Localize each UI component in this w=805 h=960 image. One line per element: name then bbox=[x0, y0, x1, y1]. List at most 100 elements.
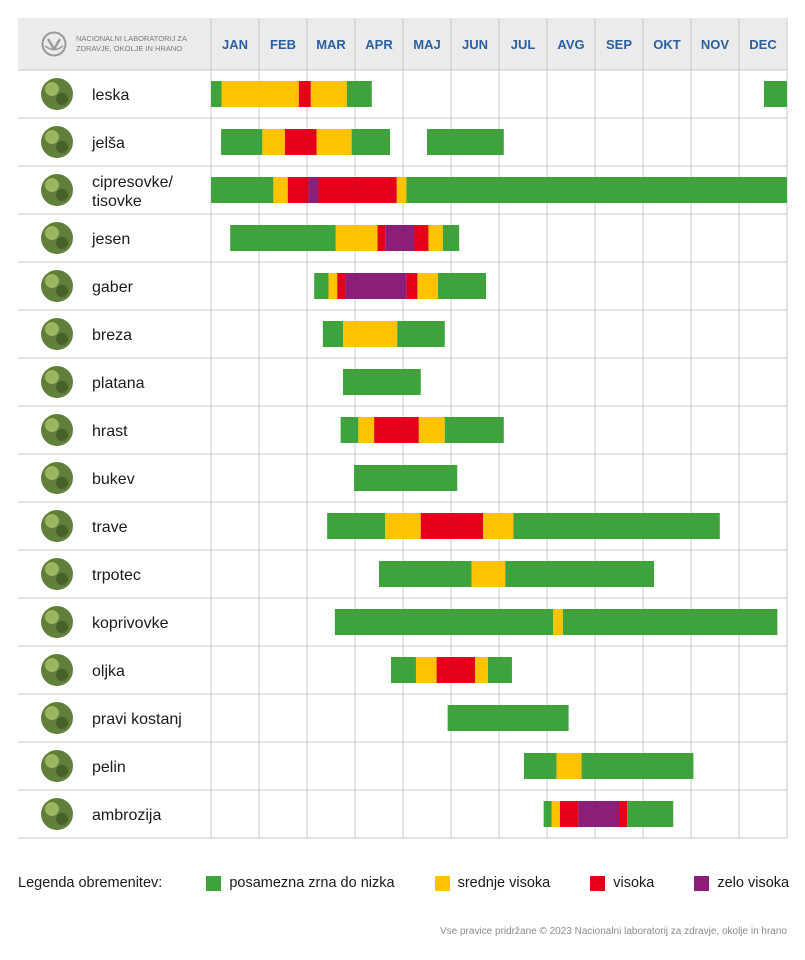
plant-label: hrast bbox=[92, 423, 128, 440]
bar-segment-medium bbox=[358, 417, 375, 443]
bar-segment-medium bbox=[385, 513, 421, 539]
photo-circle bbox=[41, 366, 73, 398]
bar-segment-low bbox=[346, 81, 372, 107]
photo-circle bbox=[41, 654, 73, 686]
bar-segment-medium bbox=[551, 801, 560, 827]
legend-swatch-low bbox=[206, 875, 222, 891]
bar-segment-medium bbox=[316, 129, 352, 155]
month-label-apr: APR bbox=[365, 37, 393, 52]
photo-highlight bbox=[45, 802, 59, 816]
chestnut-photo-icon bbox=[41, 702, 73, 734]
plant-row: trpotec bbox=[41, 558, 655, 590]
bar-segment-low bbox=[562, 609, 778, 635]
bar-segment-medium bbox=[483, 513, 514, 539]
photo-shadow bbox=[56, 381, 68, 393]
plant-label: jelša bbox=[91, 135, 125, 152]
plane-tree-photo-icon bbox=[41, 366, 73, 398]
bar-segment-high bbox=[436, 657, 475, 683]
plant-row: cipresovke/tisovke bbox=[41, 174, 787, 210]
month-label-avg: AVG bbox=[557, 37, 584, 52]
photo-shadow bbox=[56, 477, 68, 489]
bar-segment-very-high bbox=[578, 801, 619, 827]
photo-circle bbox=[41, 270, 73, 302]
bar-segment-low bbox=[354, 465, 458, 491]
bar-segment-low bbox=[763, 81, 787, 107]
photo-highlight bbox=[45, 706, 59, 720]
month-label-okt: OKT bbox=[653, 37, 681, 52]
plant-label: trave bbox=[92, 519, 128, 536]
bar-segment-low bbox=[447, 705, 569, 731]
photo-circle bbox=[41, 414, 73, 446]
bar-segment-medium bbox=[553, 609, 563, 635]
plant-label: breza bbox=[92, 327, 132, 344]
bar-segment-low bbox=[327, 513, 386, 539]
plant-row: ambrozija bbox=[41, 798, 674, 830]
bar-segment-low bbox=[406, 177, 787, 203]
photo-highlight bbox=[45, 274, 59, 288]
mugwort-photo-icon bbox=[41, 750, 73, 782]
photo-circle bbox=[41, 126, 73, 158]
photo-circle bbox=[41, 510, 73, 542]
legend: Legenda obremenitev: posamezna zrna do n… bbox=[18, 872, 798, 894]
bar-segment-medium bbox=[343, 321, 398, 347]
bar-segment-high bbox=[298, 81, 311, 107]
plant-label: jesen bbox=[91, 231, 130, 248]
photo-highlight bbox=[45, 418, 59, 432]
bar-segment-low bbox=[211, 177, 274, 203]
photo-shadow bbox=[56, 717, 68, 729]
photo-highlight bbox=[45, 178, 59, 192]
bar-segment-low bbox=[343, 369, 421, 395]
bar-segment-low bbox=[397, 321, 445, 347]
plant-row: gaber bbox=[41, 270, 487, 302]
photo-highlight bbox=[45, 130, 59, 144]
plant-label: leska bbox=[92, 87, 129, 104]
bar-segment-high bbox=[318, 177, 397, 203]
bar-segment-medium bbox=[396, 177, 407, 203]
month-label-mar: MAR bbox=[316, 37, 346, 52]
plant-row: trave bbox=[41, 510, 720, 542]
photo-shadow bbox=[56, 669, 68, 681]
legend-swatch-very-high bbox=[694, 875, 710, 891]
bar-segment-medium bbox=[471, 561, 506, 587]
photo-circle bbox=[41, 606, 73, 638]
plant-row: pravi kostanj bbox=[41, 702, 569, 734]
oak-photo-icon bbox=[41, 414, 73, 446]
bar-segment-low bbox=[334, 609, 554, 635]
bar-segment-medium bbox=[328, 273, 338, 299]
plant-label: pelin bbox=[92, 759, 126, 776]
photo-highlight bbox=[45, 82, 59, 96]
photo-circle bbox=[41, 222, 73, 254]
bar-segment-medium bbox=[262, 129, 285, 155]
plant-label: cipresovke/ bbox=[92, 174, 173, 191]
legend-title: Legenda obremenitev: bbox=[18, 875, 163, 891]
legend-label-very-high: zelo visoka bbox=[717, 875, 790, 891]
plant-label: koprivovke bbox=[92, 615, 169, 632]
bar-segment-medium bbox=[273, 177, 288, 203]
photo-highlight bbox=[45, 322, 59, 336]
legend-item-very-high: zelo visoka bbox=[694, 875, 789, 891]
month-label-dec: DEC bbox=[749, 37, 777, 52]
photo-shadow bbox=[56, 525, 68, 537]
bar-segment-very-high bbox=[385, 225, 415, 251]
alder-photo-icon bbox=[41, 126, 73, 158]
plant-label: pravi kostanj bbox=[92, 711, 182, 728]
photo-shadow bbox=[56, 141, 68, 153]
nettle-photo-icon bbox=[41, 606, 73, 638]
plant-row: pelin bbox=[41, 750, 694, 782]
bar-segment-low bbox=[487, 657, 512, 683]
plant-label: oljka bbox=[92, 663, 125, 680]
hornbeam-photo-icon bbox=[41, 270, 73, 302]
plant-row: breza bbox=[41, 318, 445, 350]
photo-circle bbox=[41, 462, 73, 494]
bar-segment-high bbox=[406, 273, 418, 299]
bar-segment-low bbox=[523, 753, 557, 779]
bar-segment-medium bbox=[475, 657, 488, 683]
photo-circle bbox=[41, 318, 73, 350]
legend-label-high: visoka bbox=[613, 875, 655, 891]
bar-segment-high bbox=[374, 417, 419, 443]
photo-circle bbox=[41, 702, 73, 734]
photo-shadow bbox=[56, 573, 68, 585]
photo-highlight bbox=[45, 610, 59, 624]
beech-photo-icon bbox=[41, 462, 73, 494]
bar-segment-low bbox=[322, 321, 343, 347]
